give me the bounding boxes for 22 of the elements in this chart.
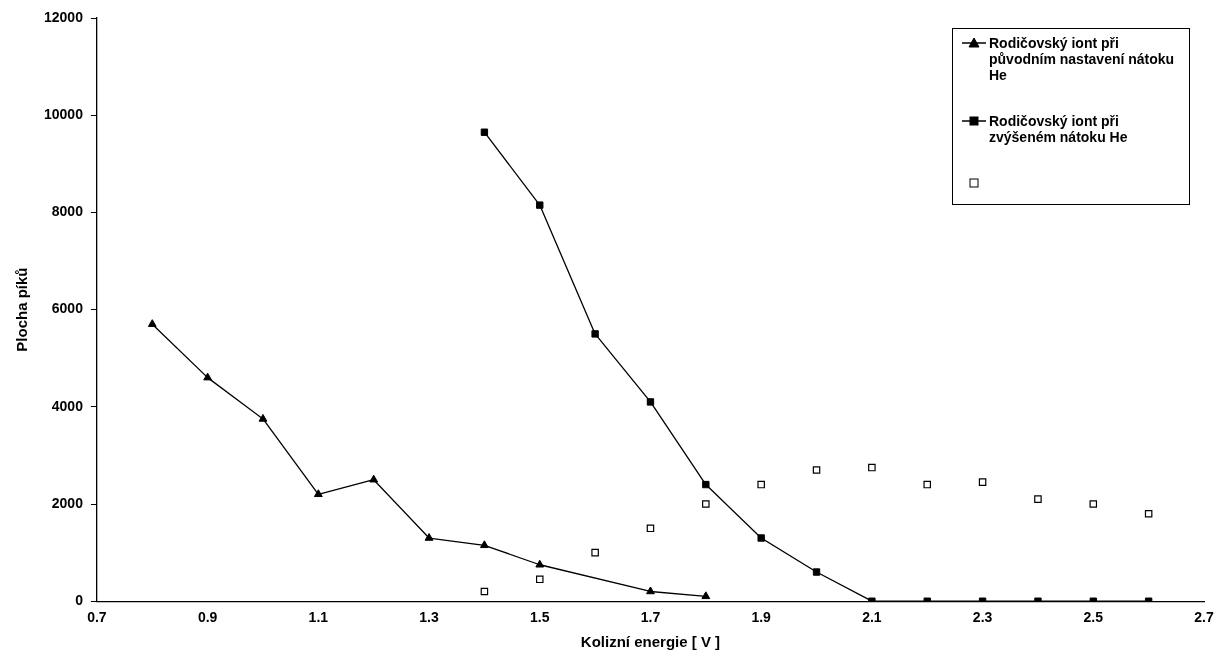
y-tick-label: 6000 bbox=[51, 300, 84, 317]
y-tick-label: 10000 bbox=[43, 106, 84, 123]
x-tick-label: 0.7 bbox=[87, 609, 107, 626]
y-tick-label: 12000 bbox=[43, 8, 84, 25]
x-tick-label: 1.5 bbox=[530, 609, 550, 626]
y-tick-label: 8000 bbox=[51, 203, 84, 220]
x-tick-label: 2.5 bbox=[1083, 609, 1104, 626]
y-tick-label: 2000 bbox=[51, 494, 84, 511]
legend-label: Rodičovský iont při zvýšeném nátoku He bbox=[989, 113, 1129, 145]
x-tick-label: 2.1 bbox=[862, 609, 882, 626]
x-tick-label: 1.7 bbox=[640, 609, 661, 626]
x-axis-title: Kolizní energie [ V ] bbox=[580, 633, 721, 651]
x-tick-label: 1.9 bbox=[751, 609, 772, 626]
y-axis-title: Plocha píků bbox=[13, 267, 31, 352]
y-tick-label: 0 bbox=[75, 592, 84, 609]
x-tick-label: 2.3 bbox=[972, 609, 993, 626]
x-tick-label: 2.7 bbox=[1194, 609, 1214, 626]
x-tick-label: 1.3 bbox=[419, 609, 439, 626]
x-tick-label: 1.1 bbox=[308, 609, 329, 626]
legend-label: Rodičovský iont při původním nastavení nátoku He bbox=[989, 35, 1176, 83]
x-tick-label: 0.9 bbox=[197, 609, 218, 626]
y-tick-label: 4000 bbox=[51, 397, 84, 414]
